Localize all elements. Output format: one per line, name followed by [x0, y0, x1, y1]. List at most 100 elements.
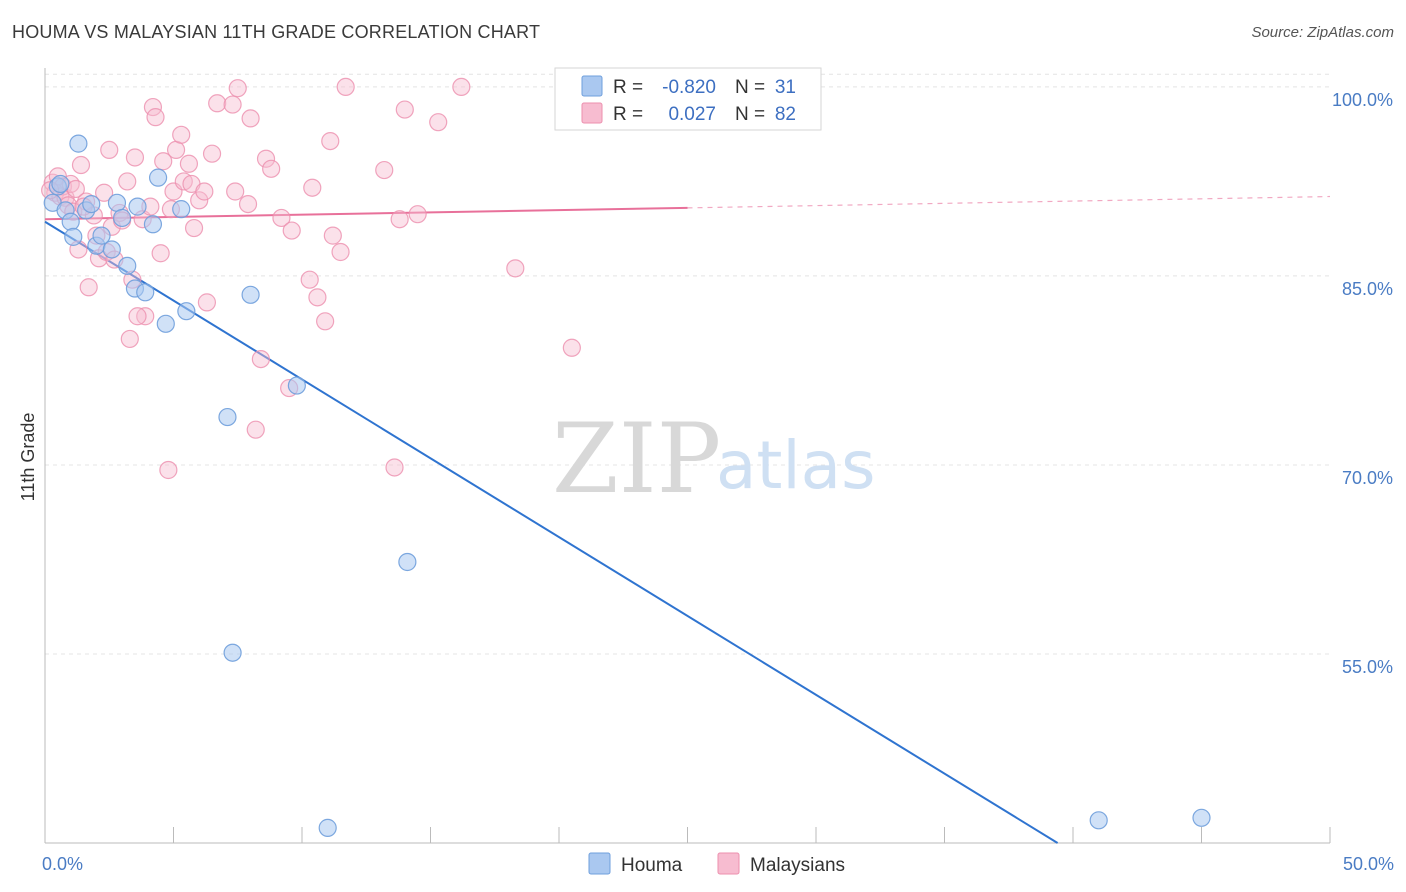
data-point-malaysians	[375, 160, 394, 180]
data-point-houma	[118, 256, 137, 275]
data-point-houma	[148, 168, 168, 187]
data-point-malaysians	[71, 155, 91, 175]
data-point-malaysians	[316, 312, 335, 331]
data-point-houma	[1089, 811, 1108, 830]
data-point-houma	[107, 193, 127, 212]
data-point-malaysians	[308, 288, 327, 307]
data-point-malaysians	[159, 460, 178, 480]
legend-n-value-houma: 31	[775, 77, 796, 98]
legend-swatch-malaysians	[581, 102, 603, 124]
x-tick-label: 0.0%	[42, 854, 83, 874]
data-point-houma	[136, 283, 155, 302]
watermark-zip: ZIP	[552, 403, 721, 515]
data-point-malaysians	[241, 109, 260, 128]
data-point-houma	[177, 302, 196, 321]
data-point-malaysians	[336, 77, 355, 97]
trend-line-houma	[44, 220, 1059, 844]
grid-layer	[45, 73, 1330, 655]
legend-box: R = -0.820 N = 31 R = 0.027 N = 82	[554, 67, 822, 131]
data-point-malaysians	[151, 244, 170, 263]
data-point-malaysians	[179, 154, 199, 173]
data-point-malaysians	[190, 191, 209, 210]
data-point-malaysians	[303, 178, 322, 197]
watermark: ZIP atlas	[552, 403, 876, 515]
series-legend: Houma Malaysians	[588, 852, 845, 876]
data-point-malaysians	[256, 149, 276, 168]
data-point-malaysians	[390, 210, 409, 229]
data-point-malaysians	[195, 182, 214, 201]
data-point-houma	[64, 227, 83, 246]
data-point-malaysians	[120, 329, 139, 349]
data-point-malaysians	[79, 278, 98, 297]
data-point-malaysians	[208, 94, 227, 113]
data-point-malaysians	[246, 420, 265, 439]
data-point-houma	[156, 314, 175, 333]
data-point-malaysians	[136, 307, 155, 326]
data-point-malaysians	[228, 79, 247, 98]
data-point-malaysians	[100, 140, 119, 160]
points-layer	[41, 77, 1211, 837]
data-point-malaysians	[125, 148, 145, 167]
data-point-malaysians	[184, 218, 204, 238]
data-point-houma	[82, 194, 101, 214]
y-tick-label: 100.0%	[1332, 90, 1393, 110]
data-point-malaysians	[154, 152, 173, 171]
watermark-atlas: atlas	[716, 427, 876, 504]
data-point-malaysians	[452, 77, 471, 97]
data-point-houma	[112, 208, 132, 228]
data-point-malaysians	[506, 259, 525, 278]
y-tick-label: 85.0%	[1342, 279, 1393, 299]
data-point-malaysians	[197, 293, 217, 312]
series-legend-swatch-houma	[588, 852, 611, 875]
data-point-malaysians	[118, 172, 137, 191]
legend-n-label-houma: N =	[735, 77, 765, 98]
data-point-malaysians	[321, 131, 340, 151]
data-point-malaysians	[95, 183, 114, 202]
chart-title: HOUMA VS MALAYSIAN 11TH GRADE CORRELATIO…	[12, 22, 541, 42]
data-point-houma	[51, 174, 70, 194]
y-tick-labels: 55.0% 70.0% 85.0% 100.0%	[1332, 90, 1393, 677]
data-point-malaysians	[408, 205, 427, 224]
legend-r-label-malaysians: R =	[613, 104, 643, 125]
data-point-houma	[318, 818, 337, 837]
data-point-houma	[241, 285, 260, 304]
y-axis-title: 11th Grade	[18, 413, 38, 502]
chart-source: Source: ZipAtlas.com	[1251, 24, 1394, 41]
data-point-malaysians	[331, 242, 350, 262]
data-point-malaysians	[223, 95, 242, 114]
series-legend-label-malaysians: Malaysians	[750, 855, 845, 876]
x-tick-labels: 0.0% 50.0%	[42, 854, 1394, 874]
data-point-houma	[172, 200, 191, 219]
legend-n-value-malaysians: 82	[775, 104, 796, 125]
data-point-houma	[223, 643, 242, 662]
data-point-houma	[218, 407, 237, 427]
data-point-houma	[61, 212, 80, 231]
data-point-malaysians	[300, 270, 319, 289]
trend-line-malaysians-extension	[687, 195, 1331, 209]
legend-r-value-malaysians: 0.027	[668, 104, 716, 125]
data-point-houma	[69, 134, 88, 153]
data-point-malaysians	[385, 458, 404, 477]
data-point-malaysians	[226, 182, 245, 201]
data-point-malaysians	[323, 226, 342, 245]
data-point-malaysians	[395, 100, 414, 119]
data-point-malaysians	[172, 125, 191, 144]
data-point-houma	[128, 197, 147, 216]
data-point-houma	[92, 226, 111, 245]
data-point-malaysians	[562, 338, 581, 357]
data-point-houma	[398, 552, 417, 572]
y-tick-label: 55.0%	[1342, 657, 1393, 677]
data-point-houma	[143, 215, 163, 234]
data-point-houma	[102, 240, 121, 259]
legend-r-label-houma: R =	[613, 77, 643, 98]
data-point-malaysians	[272, 208, 291, 228]
trend-layer	[44, 195, 1331, 844]
legend-n-label-malaysians: N =	[735, 104, 765, 125]
data-point-malaysians	[202, 144, 222, 163]
series-legend-swatch-malaysians	[717, 852, 740, 875]
data-point-malaysians	[262, 159, 281, 178]
data-point-malaysians	[146, 108, 165, 127]
data-point-malaysians	[251, 349, 270, 369]
data-point-malaysians	[429, 113, 448, 132]
